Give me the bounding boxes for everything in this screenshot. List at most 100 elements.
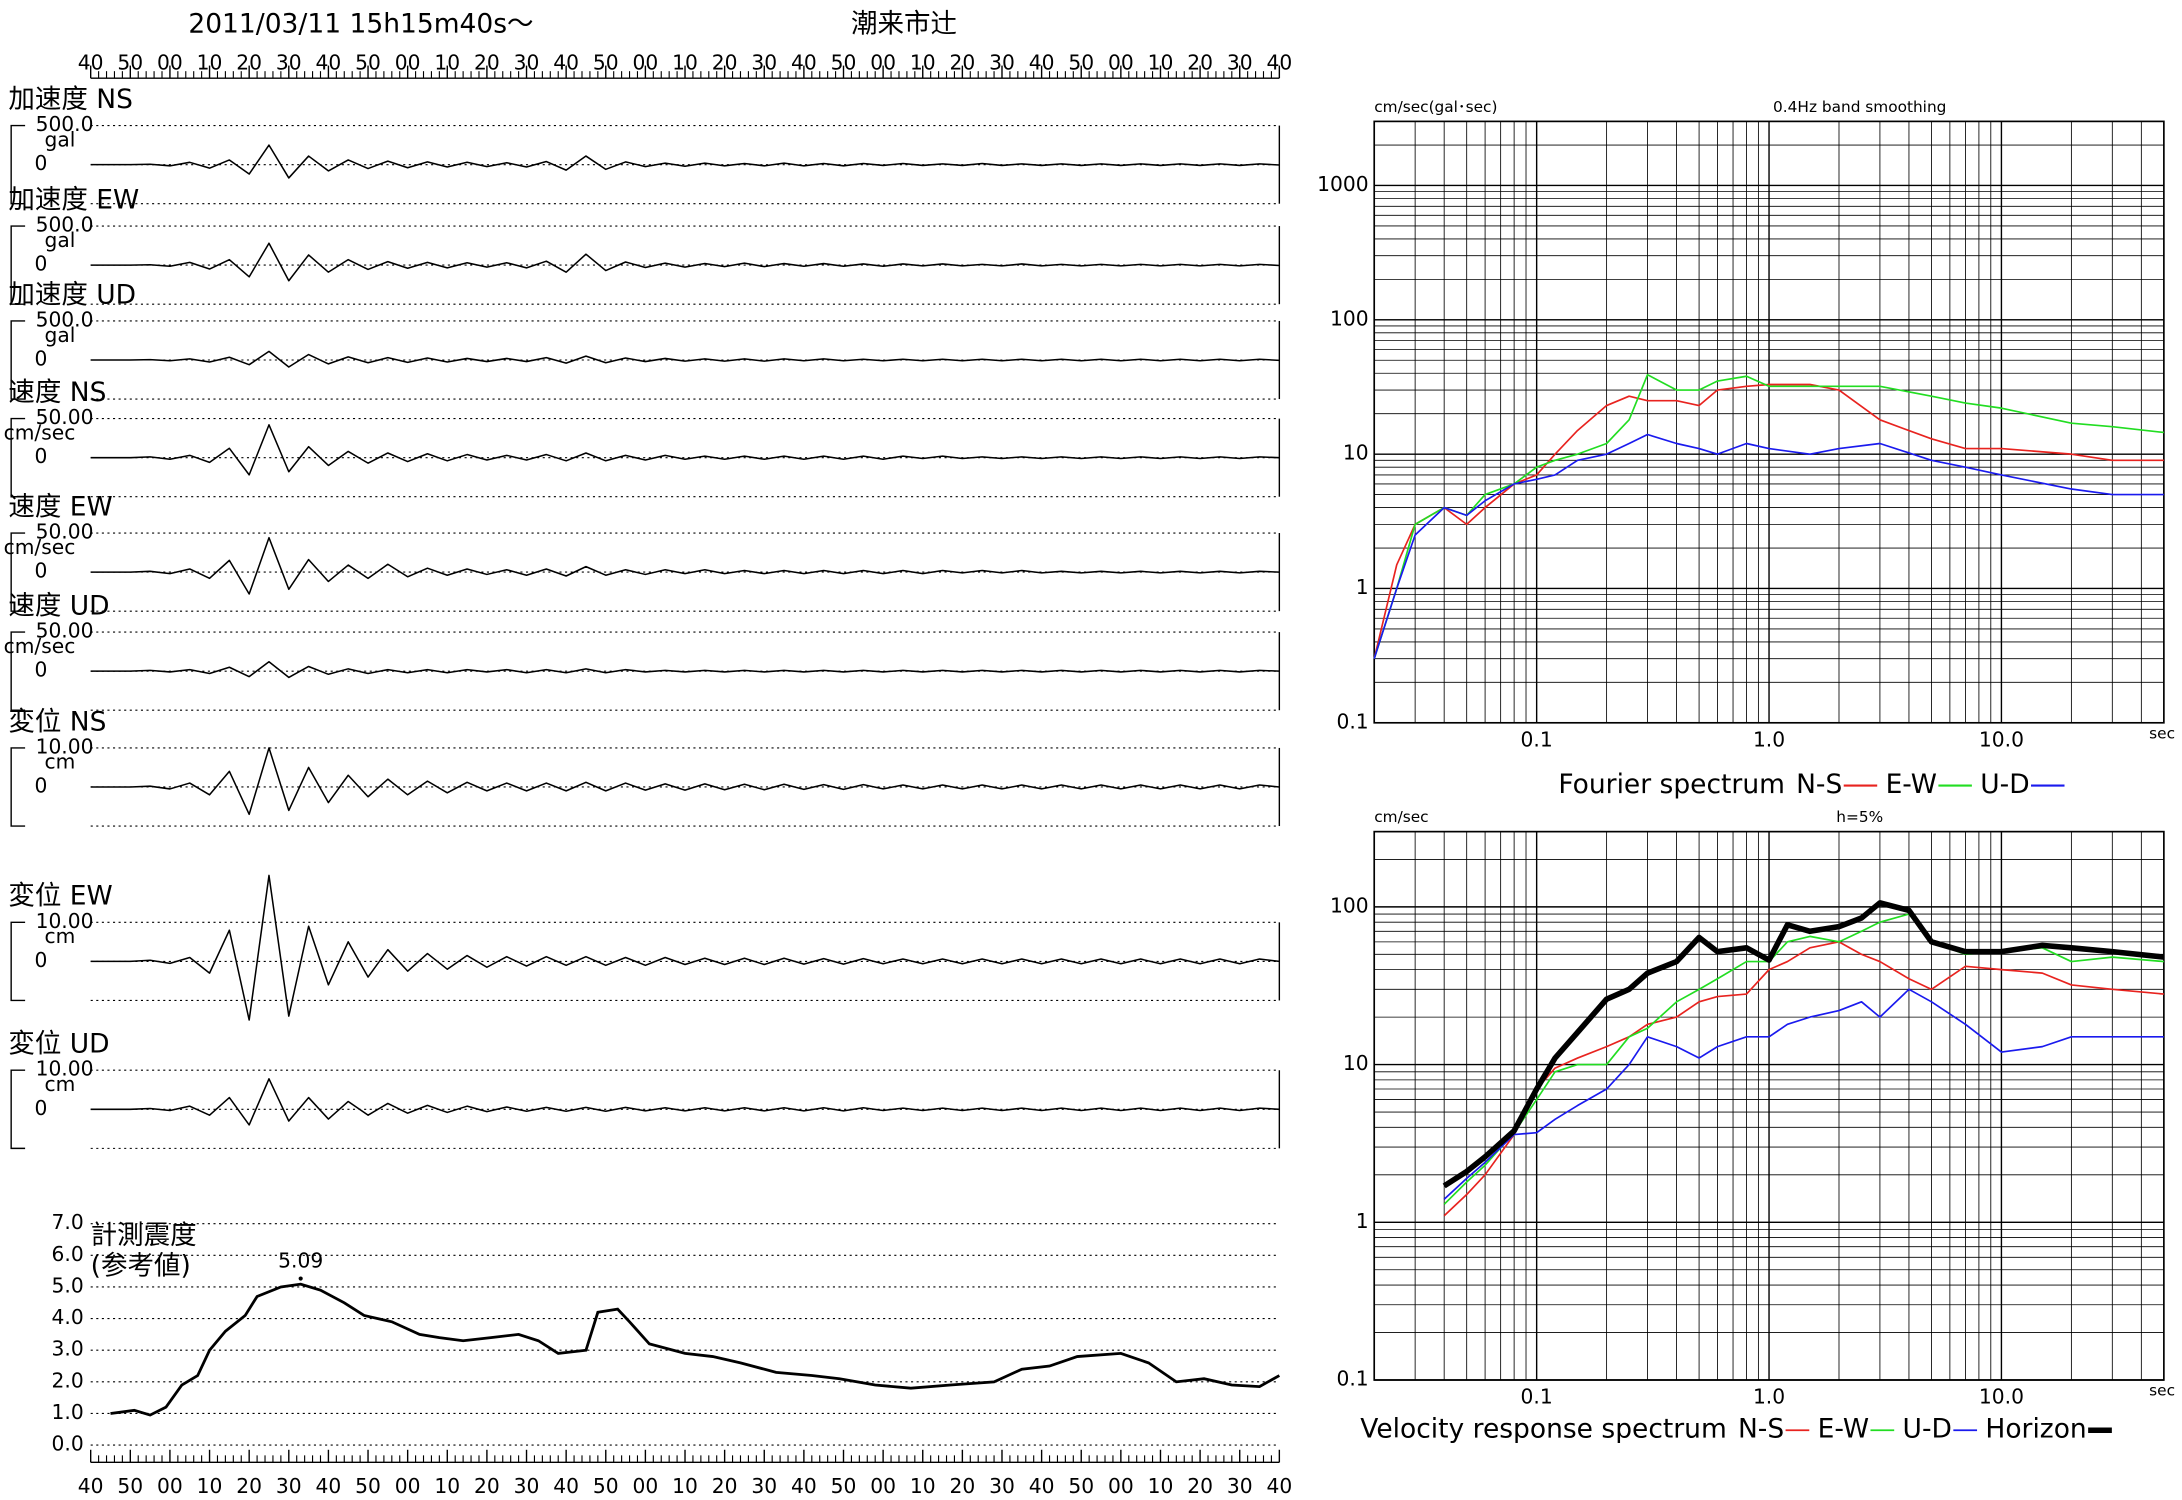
y-tick-label: 0.1: [1336, 1366, 1368, 1390]
legend-label: N-S: [1738, 1414, 1784, 1445]
y-tick-label: 0: [35, 559, 48, 583]
legend-label: U-D: [1903, 1414, 1952, 1445]
x-tick-label: 10: [197, 51, 223, 75]
waveform: [90, 661, 1280, 679]
x-tick-label: 00: [157, 1474, 183, 1498]
y-tick-label: 100: [1330, 893, 1369, 917]
x-tick-label: 50: [355, 51, 381, 75]
x-axis-label: sec: [2149, 724, 2175, 742]
spectrum-line: [1442, 900, 2165, 1189]
x-tick-label: 00: [870, 51, 896, 75]
y-tick-label: 50.00: [36, 520, 94, 544]
y-tick-label: 1: [1356, 575, 1369, 599]
waveform: [90, 144, 1280, 179]
panel-bracket: [10, 631, 26, 711]
y-tick-label: 0: [35, 948, 48, 972]
x-tick-label: 00: [633, 1474, 659, 1498]
x-tick-label: 10: [672, 51, 698, 75]
panel-bracket: [10, 1069, 26, 1150]
unit-label: cm: [45, 750, 76, 774]
legend-title: Velocity response spectrum: [1360, 1414, 1727, 1445]
x-tick-label: 20: [712, 51, 738, 75]
intensity-line: [110, 1282, 1281, 1417]
y-tick-label: 500.0: [36, 307, 94, 331]
y-tick-label: 10: [1343, 441, 1369, 465]
x-tick-label: 00: [1108, 1474, 1134, 1498]
legend-label: E-W: [1818, 1414, 1869, 1445]
x-tick-label: 30: [989, 1474, 1015, 1498]
y-tick-label: 10.00: [36, 734, 94, 758]
y-tick-label: 500.0: [36, 112, 94, 136]
chart-subtitle: 0.4Hz band smoothing: [1773, 98, 1946, 116]
x-tick-label: 40: [316, 1474, 342, 1498]
unit-label: gal: [44, 323, 75, 347]
x-tick-label: 40: [78, 51, 104, 75]
x-tick-label: 0.1: [1521, 727, 1553, 751]
x-tick-label: 10: [910, 1474, 936, 1498]
spectrum-line: [1443, 988, 2164, 1200]
panel-label: 加速度 NS: [8, 84, 133, 115]
x-tick-label: 10: [910, 51, 936, 75]
spectrum-line: [1373, 383, 2164, 659]
x-tick-label: 50: [831, 1474, 857, 1498]
x-tick-label: 40: [791, 51, 817, 75]
panel-bracket: [10, 320, 26, 400]
y-tick-label: 100: [1330, 306, 1369, 330]
x-tick-label: 0.1: [1521, 1385, 1553, 1409]
y-tick-label: 4.0: [52, 1305, 84, 1329]
y-tick-label: 7.0: [52, 1210, 84, 1234]
panel-label: 加速度 EW: [8, 184, 139, 215]
x-tick-label: 50: [593, 1474, 619, 1498]
x-tick-label: 30: [1227, 51, 1253, 75]
x-tick-label: 20: [950, 51, 976, 75]
unit-label: gal: [44, 228, 75, 252]
panel-label: 変位 UD: [8, 1029, 109, 1060]
y-tick-label: 10: [1343, 1051, 1369, 1075]
legend-label: U-D: [1980, 769, 2029, 800]
x-tick-label: 40: [553, 1474, 579, 1498]
y-tick-label: 0: [35, 1096, 48, 1120]
panel-label: 速度 NS: [8, 377, 106, 408]
y-tick-label: 10.00: [36, 909, 94, 933]
y-tick-label: 6.0: [52, 1242, 84, 1266]
x-tick-label: 20: [712, 1474, 738, 1498]
x-tick-label: 20: [1187, 51, 1213, 75]
x-tick-label: 20: [236, 51, 262, 75]
x-tick-label: 40: [1266, 51, 1292, 75]
unit-label: cm/sec: [4, 634, 76, 658]
x-axis-label: sec: [2149, 1382, 2175, 1400]
y-tick-label: 0.1: [1336, 709, 1368, 733]
panel-bracket: [10, 124, 26, 205]
waveform: [90, 747, 1280, 816]
x-tick-label: 40: [78, 1474, 104, 1498]
waveform: [90, 874, 1280, 1021]
y-tick-label: 2.0: [52, 1368, 84, 1392]
unit-label: gal: [44, 127, 75, 151]
panel-bracket: [10, 532, 26, 612]
x-tick-label: 10.0: [1979, 727, 2024, 751]
y-axis-label: cm/sec(gal･sec): [1374, 98, 1497, 116]
x-tick-label: 30: [276, 51, 302, 75]
intensity-title: 計測震度: [91, 1220, 197, 1251]
y-axis-label: cm/sec: [1374, 808, 1428, 826]
y-tick-label: 0: [35, 252, 48, 276]
x-tick-label: 10: [197, 1474, 223, 1498]
x-tick-label: 30: [751, 1474, 777, 1498]
x-tick-label: 30: [276, 1474, 302, 1498]
y-tick-label: 0: [35, 346, 48, 370]
x-tick-label: 30: [1227, 1474, 1253, 1498]
x-tick-label: 20: [474, 51, 500, 75]
y-tick-label: 50.00: [36, 619, 94, 643]
x-tick-label: 40: [316, 51, 342, 75]
y-tick-label: 0: [35, 444, 48, 468]
x-tick-label: 30: [514, 51, 540, 75]
y-tick-label: 1.0: [52, 1400, 84, 1424]
legend-title: Fourier spectrum: [1558, 769, 1785, 800]
y-tick-label: 1: [1356, 1209, 1369, 1233]
spectrum-line: [1373, 433, 2164, 659]
spectrum-line: [1373, 373, 2164, 659]
intensity-subtitle: (参考値): [91, 1250, 191, 1281]
chart-subtitle: h=5%: [1836, 808, 1883, 826]
